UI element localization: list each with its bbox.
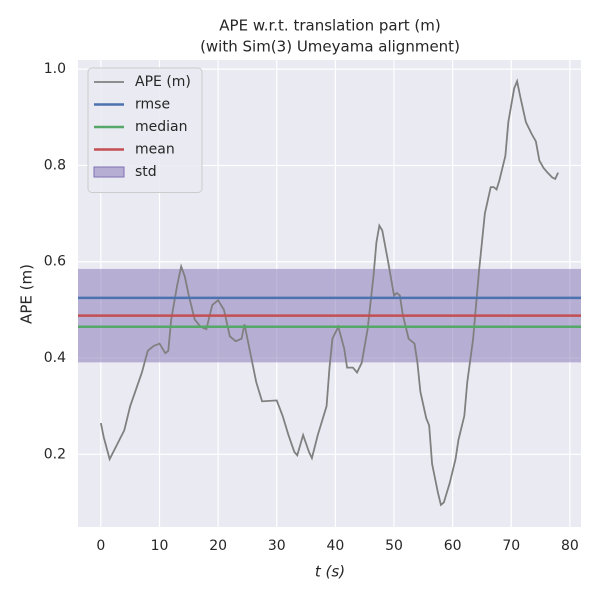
x-tick-label: 50 — [385, 538, 403, 554]
legend-label: std — [135, 164, 157, 180]
x-tick-label: 80 — [561, 538, 579, 554]
y-tick-label: 1.0 — [44, 61, 66, 77]
x-tick-label: 60 — [444, 538, 462, 554]
legend-label: APE (m) — [135, 74, 191, 90]
legend-box — [87, 67, 203, 193]
legend-label: mean — [135, 142, 175, 158]
y-axis-label: APE (m) — [18, 264, 36, 324]
chart-title: APE w.r.t. translation part (m) — [219, 17, 440, 35]
x-tick-label: 20 — [209, 538, 227, 554]
x-tick-label: 0 — [96, 538, 105, 554]
ape-line — [99, 78, 559, 507]
x-axis-label: t (s) — [315, 563, 345, 581]
x-tick-label: 30 — [268, 538, 286, 554]
y-tick-label: 0.4 — [44, 350, 66, 366]
y-tick-label: 0.2 — [44, 446, 66, 462]
x-tick-label: 40 — [326, 538, 344, 554]
x-tick-label: 70 — [502, 538, 520, 554]
x-tick-label: 10 — [151, 538, 169, 554]
legend-swatch — [93, 166, 125, 178]
chart-subtitle: (with Sim(3) Umeyama alignment) — [200, 38, 460, 56]
legend-label: median — [135, 119, 187, 135]
y-tick-label: 0.6 — [44, 254, 66, 270]
legend-label: rmse — [135, 97, 170, 113]
y-tick-label: 0.8 — [44, 157, 66, 173]
